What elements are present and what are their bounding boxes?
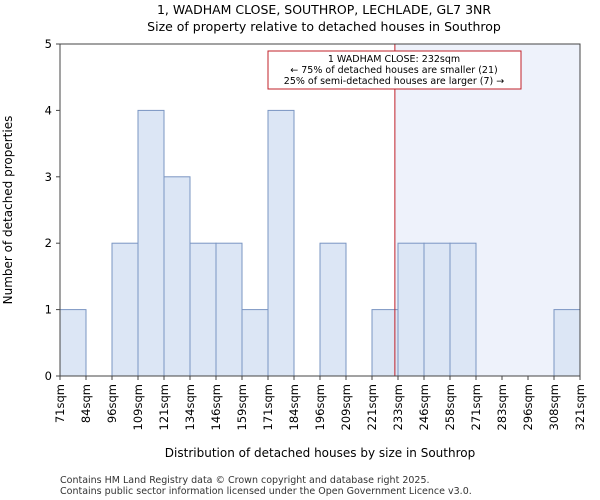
x-tick-label: 84sqm [79,384,93,423]
x-tick-label: 134sqm [183,384,197,430]
x-tick-label: 184sqm [287,384,301,430]
y-tick-label: 1 [45,303,52,317]
y-tick-label: 5 [45,37,52,51]
x-tick-label: 271sqm [469,384,483,430]
x-tick-label: 209sqm [339,384,353,430]
bar-246sqm [423,242,451,377]
x-tick-label: 121sqm [157,384,171,430]
x-tick-label: 321sqm [573,384,587,430]
annotation-line-3: 25% of semi-detached houses are larger (… [284,76,504,87]
bar-171sqm [267,109,295,377]
y-axis-label: Number of detached properties [1,116,15,305]
bar-258sqm [449,242,477,377]
x-tick-label: 308sqm [547,384,561,430]
bar-109sqm [137,109,165,377]
bar-146sqm [215,242,243,377]
x-tick-label: 246sqm [417,384,431,430]
bar-308sqm [553,309,581,377]
footer-line-2: Contains public sector information licen… [60,486,472,497]
y-tick-label: 0 [45,369,52,383]
annotation-line-2: ← 75% of detached houses are smaller (21… [290,65,497,76]
x-axis-label: Distribution of detached houses by size … [165,446,475,460]
x-tick-label: 146sqm [209,384,223,430]
bar-221sqm [371,309,399,377]
x-tick-label: 96sqm [105,384,119,423]
y-tick-label: 2 [45,236,52,250]
footer-line-1: Contains HM Land Registry data © Crown c… [60,475,430,486]
chart-subtitle: Size of property relative to detached ho… [147,19,501,34]
x-tick-label: 283sqm [495,384,509,430]
x-tick-label: 171sqm [261,384,275,430]
bar-134sqm [189,242,217,377]
bar-96sqm [111,242,139,377]
x-tick-label: 296sqm [521,384,535,430]
x-tick-label: 159sqm [235,384,249,430]
x-tick-label: 109sqm [131,384,145,430]
chart-title: 1, WADHAM CLOSE, SOUTHROP, LECHLADE, GL7… [157,2,491,17]
x-tick-label: 196sqm [313,384,327,430]
x-tick-label: 233sqm [391,384,405,430]
x-tick-label: 221sqm [365,384,379,430]
annotation-line-1: 1 WADHAM CLOSE: 232sqm [328,54,460,65]
bar-196sqm [319,242,347,377]
bar-233sqm [397,242,425,377]
x-tick-label: 71sqm [53,384,67,423]
bar-159sqm [241,309,269,377]
annotation-box: 1 WADHAM CLOSE: 232sqm ← 75% of detached… [267,50,522,90]
bar-71sqm [59,309,87,377]
y-tick-label: 4 [45,103,52,117]
bar-121sqm [163,176,191,377]
y-tick-label: 3 [45,170,52,184]
x-tick-label: 258sqm [443,384,457,430]
